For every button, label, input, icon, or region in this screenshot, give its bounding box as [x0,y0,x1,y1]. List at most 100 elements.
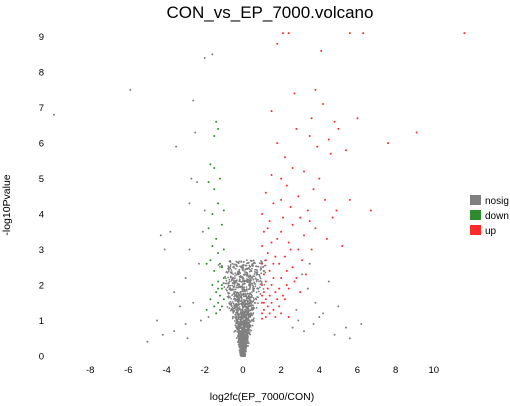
nosig-point [252,306,255,309]
up-point [264,191,267,194]
nosig-point [234,320,236,322]
nosig-point [235,281,238,284]
down-point [220,305,223,308]
up-point [276,42,279,45]
nosig-point [229,264,232,266]
nosig-point [241,311,244,314]
up-point [276,237,279,240]
nosig-point [249,316,252,318]
nosig-point [247,328,250,331]
nosig-point [246,336,249,339]
nosig-point [229,309,232,312]
x-tick-label: 10 [429,365,440,376]
up-point [287,241,290,244]
nosig-point [240,318,243,321]
up-point [266,305,269,308]
nosig-point [245,302,248,305]
nosig-point [247,322,250,325]
nosig-point [238,260,241,263]
nosig-point [242,328,244,331]
nosig-point [240,260,243,263]
nosig-point [256,296,259,298]
nosig-point [251,324,254,327]
down-point [219,308,221,311]
nosig-point [245,295,248,298]
up-point [276,142,279,145]
nosig-point [301,273,304,276]
nosig-point [260,272,263,275]
nosig-point [242,273,245,276]
nosig-point [295,308,298,311]
nosig-point [252,290,255,293]
nosig-point [244,273,247,276]
nosig-point [247,296,250,299]
nosig-point [232,288,235,291]
nosig-point [251,267,253,270]
nosig-point [240,327,243,329]
nosig-point [238,346,241,348]
up-point [283,255,286,258]
up-point [266,227,269,230]
nosig-point [242,286,245,289]
up-point [335,209,338,212]
nosig-point [233,305,236,308]
nosig-point [238,321,240,324]
up-point [261,317,263,320]
up-point [318,177,321,180]
nosig-point [249,276,252,278]
nosig-point [232,298,235,300]
x-tick-label: 4 [317,365,322,376]
up-point [291,266,294,269]
legend-swatch-nosig [470,195,481,205]
nosig-point [248,270,251,273]
nosig-point [222,282,225,284]
nosig-point [192,99,195,102]
nosig-point [229,300,232,303]
nosig-point [249,320,252,323]
down-point [220,284,223,287]
nosig-point [229,275,232,278]
nosig-point [235,279,238,282]
down-point [209,163,212,166]
nosig-point [333,333,336,336]
nosig-point [242,266,245,269]
nosig-point [240,294,243,297]
down-point [213,135,216,137]
nosig-point [250,312,253,315]
nosig-point [232,286,235,289]
up-point [280,198,283,201]
nosig-point [241,323,244,326]
nosig-point [257,265,260,268]
nosig-point [242,261,245,263]
up-point [463,32,466,35]
up-point [306,209,309,212]
nosig-point [228,303,231,306]
nosig-point [242,350,245,353]
up-point [272,308,275,311]
nosig-point [241,288,244,291]
nosig-point [314,301,317,304]
nosig-point [233,279,235,282]
down-point [213,305,216,308]
nosig-point [245,259,248,262]
nosig-point [246,312,249,315]
nosig-point [230,276,233,279]
nosig-point [253,287,256,290]
nosig-point [231,262,234,265]
nosig-point [207,315,210,318]
down-point [207,181,210,184]
nosig-point [248,284,250,287]
nosig-point [259,286,261,289]
nosig-point [251,291,253,294]
nosig-point [239,333,242,335]
down-point [213,188,216,191]
up-point [314,227,317,230]
nosig-point [129,88,132,91]
nosig-point [190,177,193,180]
nosig-point [238,279,241,282]
nosig-point [225,289,228,292]
nosig-point [236,300,239,303]
up-point [278,262,281,265]
nosig-point [250,314,252,317]
nosig-point [196,181,199,184]
